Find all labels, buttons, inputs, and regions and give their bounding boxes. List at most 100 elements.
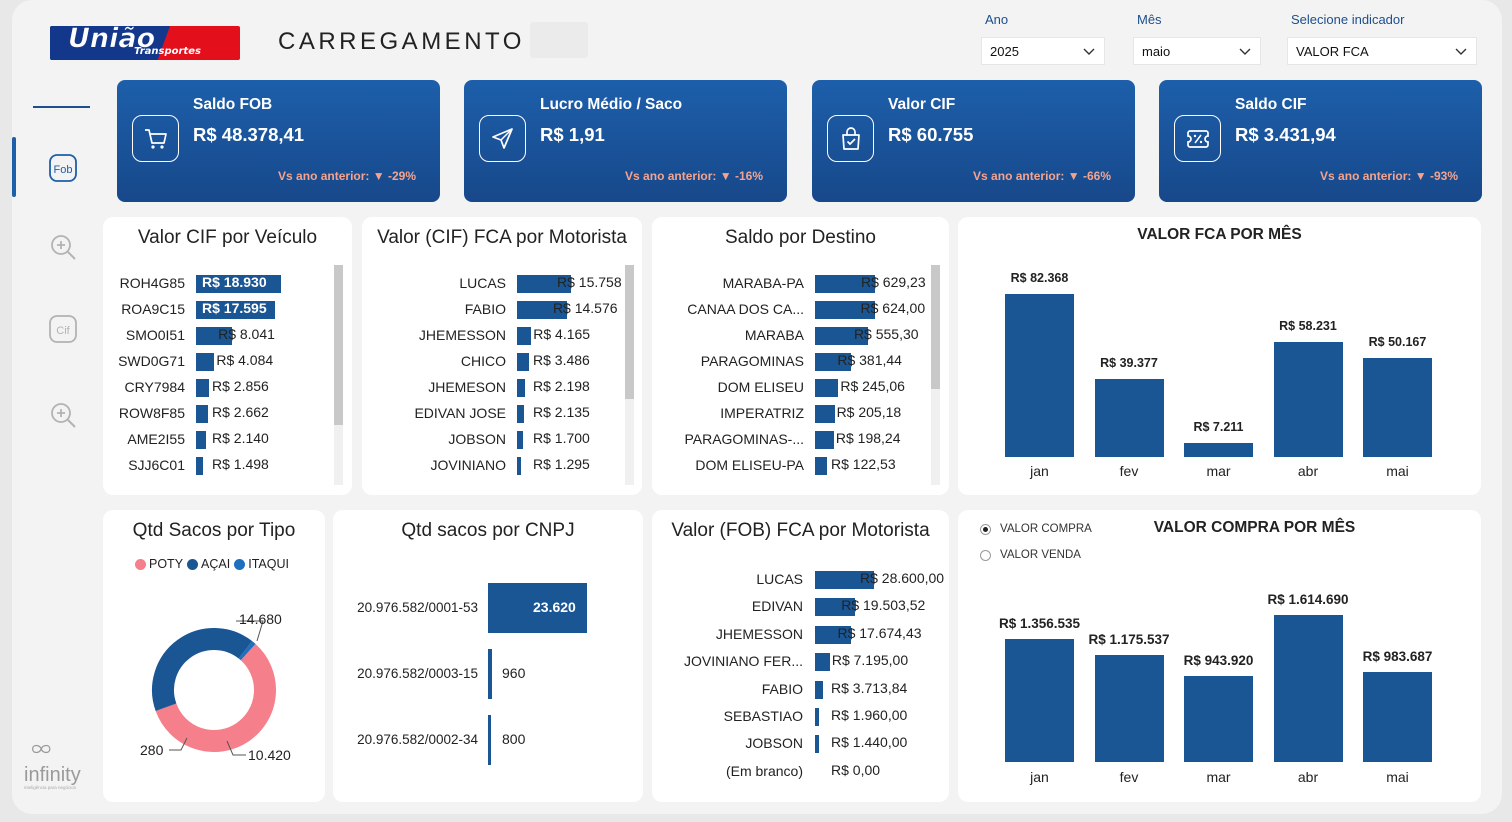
bar-category-label: 20.976.582/0003-15 (357, 666, 478, 681)
bar (196, 457, 203, 475)
bar-value-label: R$ 0,00 (831, 761, 881, 778)
bar-category-label: SMO0I51 (125, 327, 185, 343)
bar-category-label: PARAGOMINAS-... (684, 431, 804, 447)
scrollbar[interactable] (334, 265, 343, 485)
bar (1363, 357, 1432, 457)
fob-icon[interactable]: Fob (48, 153, 78, 183)
zoom-in-icon[interactable] (48, 232, 78, 262)
bar-value-label: R$ 28.600,00 (860, 570, 945, 586)
axis-tick-label: jan (1030, 463, 1049, 479)
bar (1184, 676, 1253, 762)
chart-title: Qtd Sacos por Tipo (132, 520, 296, 541)
legend-item-acai: AÇAI (187, 557, 230, 571)
down-arrow-icon: ▼ (372, 169, 385, 183)
bar-category-label: LUCAS (756, 571, 803, 587)
bar-value-label: R$ 1.498 (212, 456, 269, 472)
year-dropdown-value: 2025 (990, 43, 1019, 59)
bar-category-label: JHEMESON (428, 379, 506, 395)
kpi-comparison: Vs ano anterior: ▼ -29% (278, 169, 416, 183)
axis-tick-label: mai (1386, 769, 1409, 785)
bar (488, 715, 492, 765)
down-arrow-icon: ▼ (1414, 169, 1427, 183)
bar-category-label: LUCAS (459, 275, 506, 291)
bar-value-label: R$ 1.356.535 (998, 615, 1081, 631)
bar-category-label: JHEMESSON (418, 327, 506, 343)
bar-category-label: SWD0G71 (118, 353, 185, 369)
radio-valor-compra[interactable]: VALOR COMPRA (980, 523, 1092, 535)
bar-value-label: R$ 2.135 (533, 404, 590, 420)
axis-tick-label: mar (1206, 463, 1231, 479)
bar (815, 379, 839, 397)
cif-icon[interactable]: Cif (48, 314, 78, 344)
bar-value-label: R$ 7.211 (1193, 419, 1244, 434)
chart-title: VALOR FCA POR MÊS (1137, 226, 1302, 243)
bar-value-label: R$ 2.198 (533, 378, 590, 394)
bar-category-label: SJJ6C01 (128, 457, 185, 473)
bar-value-label: R$ 1.440,00 (831, 734, 908, 751)
donut-leader-line (236, 620, 264, 642)
bar (517, 275, 571, 293)
chart-card-cif-motorista: Valor (CIF) FCA por Motorista LUCAS R$ 15… (362, 217, 642, 495)
month-dropdown-value: maio (1142, 43, 1171, 59)
indicator-filter-label: Selecione indicador (1291, 12, 1405, 27)
bar (196, 431, 206, 449)
chart-title: Qtd sacos por CNPJ (401, 520, 575, 541)
chart-title: Valor (CIF) FCA por Motorista (377, 227, 627, 248)
donut-label-itaqui: 280 (140, 742, 164, 758)
bar (815, 708, 820, 726)
bar (1094, 379, 1164, 457)
ticket-percent-icon (1174, 115, 1221, 162)
scrollbar[interactable] (625, 265, 634, 485)
bar-category-label: AME2I55 (127, 431, 185, 447)
year-dropdown[interactable]: 2025 (981, 37, 1105, 65)
bar (488, 649, 493, 699)
kpi-comparison: Vs ano anterior: ▼ -16% (625, 169, 763, 183)
legend-item-itaqui: ITAQUI (234, 557, 289, 571)
bar-value-label: R$ 58.231 (1279, 318, 1337, 333)
bar-value-label: R$ 943.920 (1183, 653, 1254, 669)
kpi-label: Saldo FOB (193, 96, 273, 113)
chart-title: Saldo por Destino (724, 227, 877, 248)
cart-icon (132, 115, 179, 162)
kpi-card-saldo-fob: Saldo FOB R$ 48.378,41 Vs ano anterior: … (117, 80, 440, 202)
bar-category-label: DOM ELISEU (717, 379, 804, 395)
bar (815, 625, 852, 644)
kpi-value: R$ 1,91 (540, 124, 605, 145)
bar-category-label: 20.976.582/0002-34 (357, 732, 478, 747)
month-dropdown[interactable]: maio (1133, 37, 1261, 65)
scrollbar[interactable] (931, 265, 940, 485)
bar-value-label: R$ 983.687 (1362, 649, 1433, 665)
bar-value-label: R$ 122,53 (831, 456, 896, 472)
chart-card-saldo-destino: Saldo por Destino MARABA-PA R$ 629,23 CANA… (652, 217, 949, 495)
radio-valor-venda[interactable]: VALOR VENDA (980, 549, 1081, 561)
bar-value-label: R$ 14.576 (552, 300, 618, 316)
bar (1273, 615, 1343, 762)
svg-text:Cif: Cif (56, 325, 70, 337)
zoom-in-icon[interactable] (48, 400, 78, 430)
bar-category-label: ROA9C15 (121, 301, 185, 317)
bar-category-label: JOBSON (745, 735, 803, 752)
axis-tick-label: jan (1030, 769, 1049, 785)
bar-value-label: R$ 555,30 (853, 326, 919, 342)
bar-category-label: MARABA-PA (722, 275, 804, 291)
bar-value-label: R$ 3.713,84 (831, 679, 908, 696)
bar-value-label: R$ 18.930 (202, 274, 267, 290)
chevron-down-icon (1083, 48, 1095, 55)
infinity-brand-logo: infinity inteligência para negócios (24, 738, 104, 790)
bar-category-label: 20.976.582/0001-53 (357, 600, 478, 615)
bar-category-label: JOBSON (448, 431, 506, 447)
bar-category-label: (Em branco) (725, 762, 803, 779)
indicator-dropdown[interactable]: VALOR FCA (1287, 37, 1477, 65)
chevron-down-icon (1455, 48, 1467, 55)
bar-value-label: R$ 19.503,52 (841, 597, 926, 614)
bar (1005, 294, 1074, 457)
bar-category-label: MARABA (744, 327, 804, 343)
bar-category-label: EDIVAN (751, 598, 803, 615)
title-placeholder (530, 22, 588, 58)
sidebar-divider (33, 106, 90, 108)
bar-category-label: CRY7984 (124, 379, 185, 395)
bar-value-label: R$ 629,23 (861, 274, 926, 290)
bar-category-label: ROH4G85 (119, 275, 185, 291)
bar (1273, 341, 1343, 457)
bar-category-label: FABIO (464, 301, 506, 317)
